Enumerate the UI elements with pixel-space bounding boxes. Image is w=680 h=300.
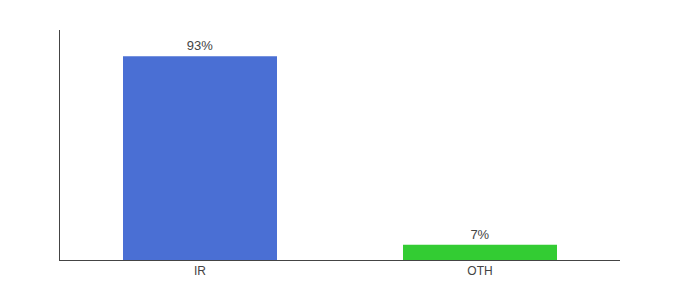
svg-text:7%: 7%	[470, 227, 489, 242]
svg-text:OTH: OTH	[467, 264, 492, 278]
svg-text:93%: 93%	[187, 38, 213, 53]
svg-text:IR: IR	[194, 264, 206, 278]
